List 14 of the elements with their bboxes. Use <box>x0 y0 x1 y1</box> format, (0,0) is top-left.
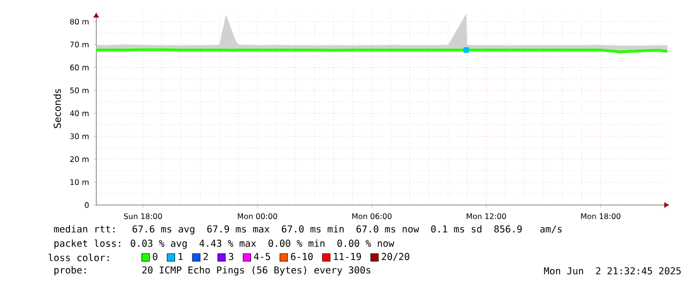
text: median rtt: 67.6 ms avg 67.9 ms max 67.0 ms min 67.0 ms now 0.1 ms sd 856.9 am/s <box>54 225 562 234</box>
text: probe: 20 ICMP Echo Pings (56 Bytes) every 300s <box>54 266 370 276</box>
legend-label: 6-10 <box>290 252 313 260</box>
legend-label: 1 <box>178 252 183 260</box>
text: packet loss: 0.03 % avg 4.43 % max 0.00 % min 0.00 % now <box>54 239 394 249</box>
legend-label: 4-5 <box>254 252 270 260</box>
y-axis-title: Seconds <box>54 89 61 128</box>
legend-label: 2 <box>204 252 208 260</box>
legend-label: 3 <box>228 252 234 260</box>
legend-label: 20/20 <box>382 252 410 261</box>
text: Mon Jun 2 21:32:45 2025 <box>544 267 681 274</box>
legend-label: 11-19 <box>334 252 361 260</box>
legend-label: 0 <box>152 252 158 260</box>
legend-title: loss color: <box>48 254 109 262</box>
